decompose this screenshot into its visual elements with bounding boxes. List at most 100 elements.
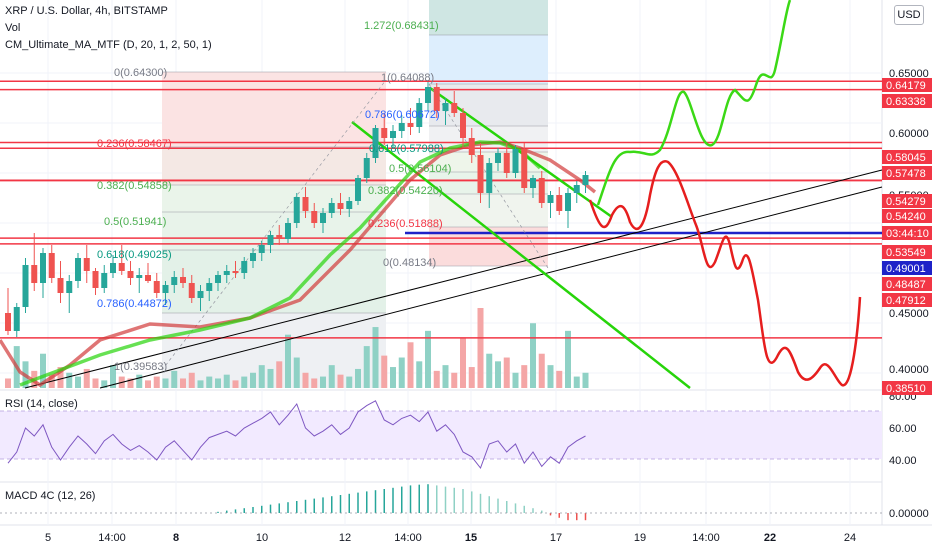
price-label: 0.54240	[886, 211, 926, 223]
candle-body	[468, 138, 475, 155]
candle-body	[13, 307, 20, 331]
price-label-bg	[882, 209, 932, 223]
fib-zone	[429, 0, 548, 35]
volume-bar	[232, 380, 239, 388]
fib-level-label: 0.618(0.49025)	[97, 249, 172, 261]
candle-body	[250, 253, 256, 261]
candle-body	[302, 197, 309, 211]
volume-bar	[276, 361, 283, 388]
volume-bar	[215, 378, 221, 388]
time-tick: 10	[256, 532, 268, 544]
volume-bar	[162, 378, 169, 388]
fib-zone	[162, 147, 386, 185]
price-tick: 0.65000	[889, 68, 929, 80]
candle-body	[390, 131, 396, 138]
indicator-label: CM_Ultimate_MA_MTF (D, 20, 1, 2, 50, 1)	[5, 39, 212, 51]
currency-button[interactable]: USD	[894, 5, 924, 25]
candle-body	[565, 193, 571, 211]
candle-body	[197, 291, 204, 298]
candle-body	[258, 245, 265, 253]
fib-level-label: 0(0.48134)	[383, 257, 436, 269]
volume-bar	[171, 370, 178, 388]
candle-body	[311, 211, 318, 223]
candle-body	[538, 178, 545, 203]
candle-body	[337, 203, 344, 209]
time-tick: 12	[339, 532, 351, 544]
candle-body	[582, 175, 589, 185]
candle-body	[320, 213, 326, 223]
candle-body	[267, 235, 274, 245]
volume-bar	[57, 367, 64, 388]
candle-body	[521, 149, 528, 188]
volume-bar	[363, 346, 370, 388]
volume-bar	[197, 380, 204, 388]
volume-bar	[188, 372, 195, 388]
fib-zone	[429, 35, 548, 84]
fib-level-label: 0.786(0.60672)	[365, 109, 440, 121]
ma-line-green	[19, 140, 542, 387]
volume-bar	[206, 376, 213, 388]
price-label: 0.53549	[886, 247, 926, 259]
candle-body	[153, 281, 160, 293]
candle-body	[22, 265, 29, 307]
volume-bar	[337, 374, 344, 388]
candle-body	[66, 281, 73, 293]
price-label: 0.54279	[886, 196, 926, 208]
price-label-bg	[882, 293, 932, 307]
time-axis: 5 14:00 8 10 12 14:00 15 17 19 14:00 22 24	[45, 532, 856, 544]
fib-level-label: 0.382(0.54858)	[97, 180, 172, 192]
candle-body	[127, 271, 134, 278]
volume-bar	[127, 378, 134, 388]
price-label-bg	[882, 226, 932, 240]
candle-body	[215, 275, 221, 283]
time-tick: 14:00	[692, 532, 720, 544]
rsi-pane-label: RSI (14, close)	[5, 398, 78, 410]
candle-body	[372, 128, 379, 158]
volume-bar	[145, 380, 151, 388]
volume-bar	[267, 368, 274, 388]
rsi-tick: 60.00	[889, 423, 917, 435]
candle-body	[416, 103, 423, 127]
volume-bar	[346, 376, 353, 388]
fib-level-label: 0(0.64300)	[114, 67, 167, 79]
volume-bar	[136, 374, 143, 388]
candle-body	[503, 153, 510, 173]
volume-bar	[521, 365, 528, 388]
candle-body	[328, 203, 335, 213]
price-label-bg	[882, 194, 932, 208]
candle-body	[136, 275, 143, 278]
candle-body	[486, 163, 493, 193]
volume-bar	[573, 376, 580, 388]
volume-bar	[5, 378, 11, 388]
candle-body	[425, 87, 431, 103]
volume-bar	[468, 367, 475, 388]
volume-bar	[556, 370, 563, 388]
volume-bar	[442, 365, 449, 388]
fib-level-label: 0.5(0.56104)	[389, 163, 451, 175]
rsi-line	[7, 400, 586, 470]
price-label: 03:44:10	[886, 228, 929, 240]
price-tick: 0.60000	[889, 128, 929, 140]
volume-bar	[381, 355, 388, 388]
fib-level-label: 0.382(0.54220)	[368, 185, 443, 197]
time-tick: 24	[844, 532, 856, 544]
candle-body	[101, 273, 108, 288]
volume-bar	[451, 372, 458, 388]
trendline-black	[99, 186, 883, 389]
volume-bar	[530, 323, 536, 388]
candle-body	[223, 271, 230, 275]
volume-bar	[293, 357, 300, 388]
symbol-title: XRP / U.S. Dollar, 4h, BITSTAMP	[5, 5, 168, 17]
fib-level-label: 0.786(0.44872)	[97, 298, 172, 310]
price-label-bg	[882, 245, 932, 259]
candle-body	[442, 103, 449, 111]
candle-body	[530, 178, 536, 188]
price-label: 0.49001	[886, 263, 926, 275]
fib-zone	[429, 194, 548, 227]
volume-bar	[311, 378, 318, 388]
price-label-bg	[882, 277, 932, 291]
candle-body	[241, 261, 248, 273]
fib-zone	[162, 250, 386, 313]
price-label-bg	[882, 261, 932, 275]
fib-zone	[162, 72, 386, 147]
